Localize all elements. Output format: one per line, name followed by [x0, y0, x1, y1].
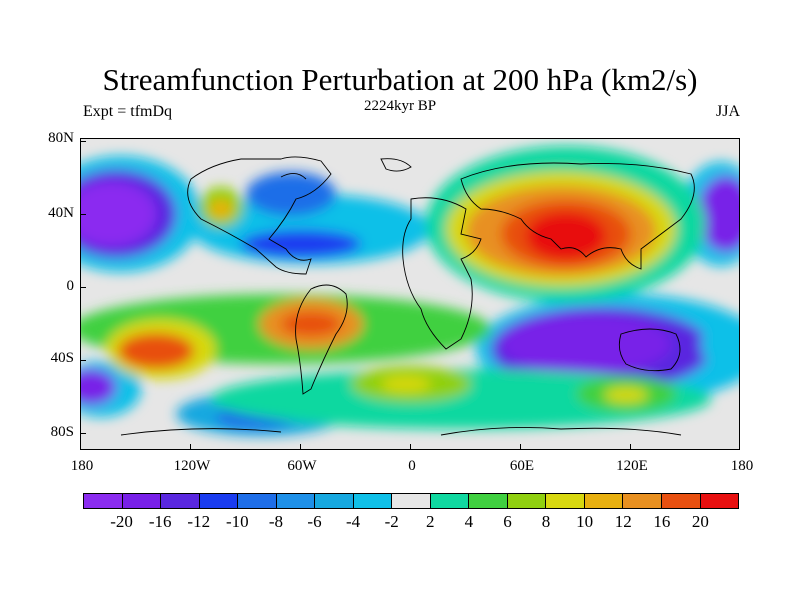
lat-tick-mark [80, 214, 86, 215]
lat-tick-mark [80, 360, 86, 361]
legend-label: 8 [541, 512, 551, 531]
legend-label: 10 [576, 512, 594, 531]
lat-tick-mark [80, 433, 86, 434]
legend-color-box [238, 494, 277, 508]
legend-label: 12 [614, 512, 632, 531]
lat-tick-label: 40S [50, 350, 74, 366]
legend-color-box [276, 494, 316, 508]
map-panel [80, 138, 740, 450]
legend-color-box [661, 494, 701, 508]
lat-tick-label: 0 [66, 278, 75, 294]
legend-color-box [84, 494, 123, 508]
lat-tick-label: 40N [48, 205, 74, 221]
map-svg [81, 146, 739, 436]
legend-label: -16 [148, 512, 172, 531]
chart-title: Streamfunction Perturbation at 200 hPa (… [102, 62, 698, 97]
lon-tick-mark [300, 444, 301, 450]
legend-color-box [623, 494, 662, 508]
season-label: JJA [715, 103, 740, 120]
legend-label: -2 [384, 512, 399, 531]
legend-label: -6 [307, 512, 322, 531]
legend-color-box [546, 494, 585, 508]
legend-color-box [199, 494, 239, 508]
legend-color-box [469, 494, 508, 508]
legend-label: -8 [268, 512, 284, 531]
legend-color-box [700, 494, 739, 508]
lon-tick-label: 120W [173, 458, 211, 474]
legend-color-box [122, 494, 162, 508]
legend-label: 20 [691, 512, 709, 531]
lat-tick-mark [80, 287, 86, 288]
lon-tick-label: 60W [287, 458, 317, 474]
lon-tick-label: 180 [70, 458, 94, 474]
lat-tick-label: 80N [48, 130, 74, 146]
legend-label: -4 [346, 512, 361, 531]
time-label: 2224kyr BP [363, 98, 437, 114]
color-legend [83, 493, 739, 509]
lon-tick-label: 0 [408, 458, 416, 474]
legend-label: -12 [187, 512, 211, 531]
experiment-label: Expt = tfmDq [83, 103, 173, 120]
lon-tick-label: 180 [730, 458, 754, 474]
legend-color-box [430, 494, 470, 508]
lat-tick-mark [80, 141, 86, 142]
lon-tick-mark [630, 444, 631, 450]
lon-tick-label: 120E [616, 458, 648, 474]
legend-color-box [315, 494, 354, 508]
legend-color-box [507, 494, 547, 508]
legend-label: -20 [110, 512, 133, 531]
lon-tick-label: 60E [509, 458, 535, 474]
lon-tick-mark [190, 444, 191, 450]
legend-label: 16 [653, 512, 671, 531]
legend-color-box [392, 494, 431, 508]
legend-color-box [584, 494, 624, 508]
legend-label: 4 [464, 512, 474, 531]
legend-color-box [161, 494, 200, 508]
legend-label: 2 [426, 512, 435, 531]
lon-tick-mark [520, 444, 521, 450]
legend-label: -10 [226, 512, 249, 531]
coastlines [120, 156, 695, 436]
legend-label: 6 [503, 512, 512, 531]
lat-tick-label: 80S [50, 424, 74, 440]
legend-color-box [353, 494, 393, 508]
lon-tick-mark [410, 444, 411, 450]
